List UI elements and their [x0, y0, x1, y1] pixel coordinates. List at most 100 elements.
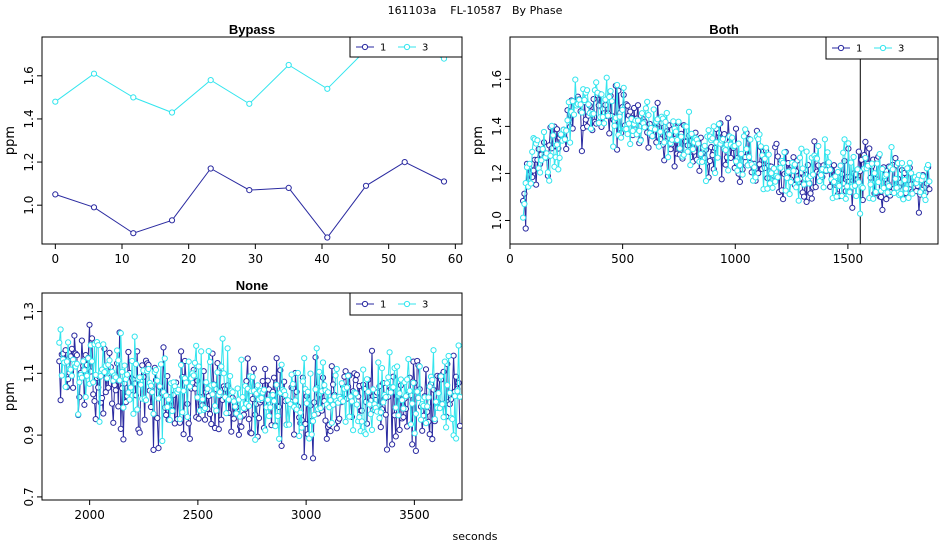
data-point-3: [851, 182, 859, 189]
data-point-1: [206, 411, 214, 418]
data-point-1: [718, 176, 725, 183]
data-point-1: [278, 442, 285, 449]
data-point-3: [270, 398, 278, 405]
data-point-3: [738, 150, 745, 157]
data-point-3: [905, 194, 912, 201]
data-point-3: [333, 365, 340, 373]
data-point-1: [215, 426, 222, 433]
data-point-3: [676, 145, 683, 152]
data-point-3: [710, 123, 717, 130]
data-point-3: [230, 398, 237, 405]
data-point-3: [827, 166, 834, 173]
data-point-3: [857, 210, 864, 217]
data-point-1: [774, 153, 781, 160]
x-tick-label: 3000: [291, 508, 322, 522]
data-point-3: [774, 174, 781, 181]
x-tick-label: 60: [448, 252, 463, 266]
data-point-3: [132, 361, 139, 368]
data-point-1: [422, 366, 430, 373]
data-point-1: [154, 415, 161, 422]
data-point-3: [101, 369, 108, 376]
data-point-1: [120, 436, 127, 443]
data-point-3: [526, 160, 533, 167]
data-point-3: [378, 365, 386, 372]
data-point-3: [735, 140, 742, 147]
data-point-3: [400, 405, 407, 412]
data-point-3: [152, 366, 160, 373]
data-point-3: [198, 348, 205, 355]
data-point-1: [624, 102, 631, 109]
data-point-3: [406, 387, 413, 394]
data-point-3: [577, 101, 584, 108]
data-point-1: [119, 385, 126, 392]
data-point-1: [645, 144, 652, 151]
data-point-1: [311, 399, 318, 406]
data-point-3: [330, 401, 337, 408]
plot-frame: [509, 36, 939, 245]
data-point-3: [572, 76, 579, 83]
data-point-3: [267, 404, 274, 411]
data-point-1: [163, 411, 170, 419]
data-point-3: [58, 372, 65, 379]
data-point-3: [83, 372, 91, 379]
data-point-3: [246, 100, 253, 107]
data-point-3: [555, 166, 562, 173]
data-point-3: [90, 70, 98, 77]
data-point-3: [399, 397, 406, 404]
data-point-3: [603, 74, 610, 81]
data-point-3: [211, 402, 219, 409]
data-point-1: [243, 378, 250, 385]
data-point-1: [168, 217, 176, 224]
data-point-1: [195, 415, 202, 422]
data-point-3: [252, 436, 259, 443]
data-point-1: [661, 157, 668, 164]
data-point-1: [90, 204, 98, 211]
data-point-3: [616, 113, 623, 120]
data-point-3: [164, 403, 171, 411]
data-point-1: [52, 191, 59, 198]
data-point-3: [350, 427, 357, 434]
data-point-3: [747, 136, 754, 143]
data-point-3: [219, 335, 226, 342]
data-point-1: [78, 337, 86, 344]
data-point-3: [751, 164, 758, 171]
panel-title: Bypass: [229, 22, 275, 37]
y-axis-label: ppm: [471, 126, 486, 155]
legend-label-1: 1: [380, 43, 386, 54]
data-point-1: [201, 416, 209, 423]
data-point-1: [396, 426, 403, 433]
data-point-3: [370, 386, 377, 393]
data-point-3: [534, 137, 541, 144]
data-point-3: [561, 136, 569, 143]
data-point-3: [539, 145, 546, 153]
data-point-3: [125, 389, 132, 396]
data-point-3: [649, 132, 656, 140]
data-point-3: [422, 420, 430, 427]
data-point-3: [194, 394, 201, 401]
data-point-1: [141, 416, 148, 423]
data-point-3: [431, 416, 438, 423]
data-point-1: [322, 417, 329, 424]
data-point-3: [769, 184, 776, 191]
data-point-3: [303, 400, 310, 407]
data-point-3: [661, 139, 668, 146]
data-point-3: [385, 374, 392, 381]
data-point-3: [611, 122, 618, 130]
data-point-3: [127, 384, 134, 391]
data-point-3: [225, 396, 232, 403]
legend-marker-3: [879, 44, 887, 52]
data-point-3: [131, 333, 138, 340]
y-tick-label: 1.2: [22, 153, 36, 172]
data-point-3: [799, 165, 806, 172]
data-point-3: [342, 418, 349, 425]
data-point-3: [926, 178, 933, 185]
legend-label-1: 1: [856, 44, 862, 55]
data-point-1: [409, 441, 416, 448]
data-point-3: [249, 373, 256, 381]
data-point-3: [154, 377, 161, 384]
data-point-3: [891, 189, 898, 197]
data-point-3: [299, 378, 306, 385]
data-point-3: [798, 145, 805, 152]
data-point-3: [175, 386, 182, 393]
data-point-3: [331, 393, 338, 400]
